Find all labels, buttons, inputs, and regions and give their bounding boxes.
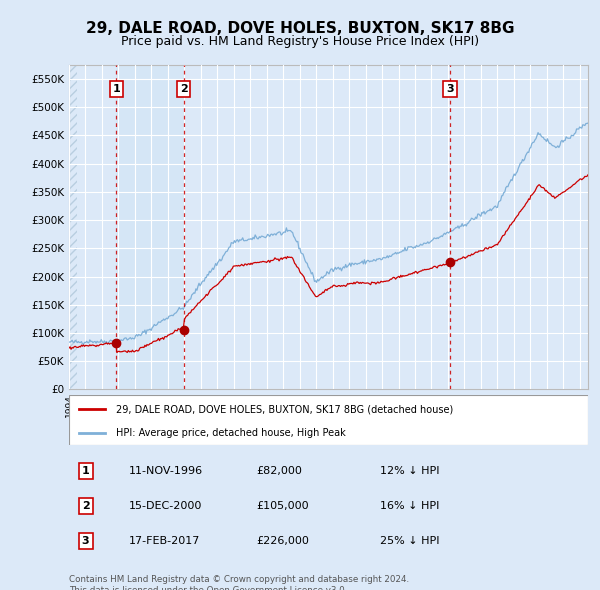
Text: 2: 2 (180, 84, 188, 94)
FancyBboxPatch shape (69, 395, 588, 445)
Bar (116, 65, 184, 389)
Text: 3: 3 (446, 84, 454, 94)
Text: £105,000: £105,000 (256, 501, 308, 511)
Text: £226,000: £226,000 (256, 536, 309, 546)
Text: £82,000: £82,000 (256, 466, 302, 476)
Text: 2: 2 (82, 501, 89, 511)
Text: 11-NOV-1996: 11-NOV-1996 (128, 466, 203, 476)
Text: 12% ↓ HPI: 12% ↓ HPI (380, 466, 440, 476)
Text: 25% ↓ HPI: 25% ↓ HPI (380, 536, 440, 546)
Text: HPI: Average price, detached house, High Peak: HPI: Average price, detached house, High… (116, 428, 346, 438)
Text: 29, DALE ROAD, DOVE HOLES, BUXTON, SK17 8BG (detached house): 29, DALE ROAD, DOVE HOLES, BUXTON, SK17 … (116, 404, 453, 414)
Text: 3: 3 (82, 536, 89, 546)
Bar (69, 65, 77, 389)
Text: 15-DEC-2000: 15-DEC-2000 (128, 501, 202, 511)
Text: 29, DALE ROAD, DOVE HOLES, BUXTON, SK17 8BG: 29, DALE ROAD, DOVE HOLES, BUXTON, SK17 … (86, 21, 514, 35)
Text: Contains HM Land Registry data © Crown copyright and database right 2024.
This d: Contains HM Land Registry data © Crown c… (69, 575, 409, 590)
Text: 1: 1 (82, 466, 89, 476)
Text: 17-FEB-2017: 17-FEB-2017 (128, 536, 200, 546)
Text: 1: 1 (112, 84, 120, 94)
Text: Price paid vs. HM Land Registry's House Price Index (HPI): Price paid vs. HM Land Registry's House … (121, 35, 479, 48)
Text: 16% ↓ HPI: 16% ↓ HPI (380, 501, 440, 511)
